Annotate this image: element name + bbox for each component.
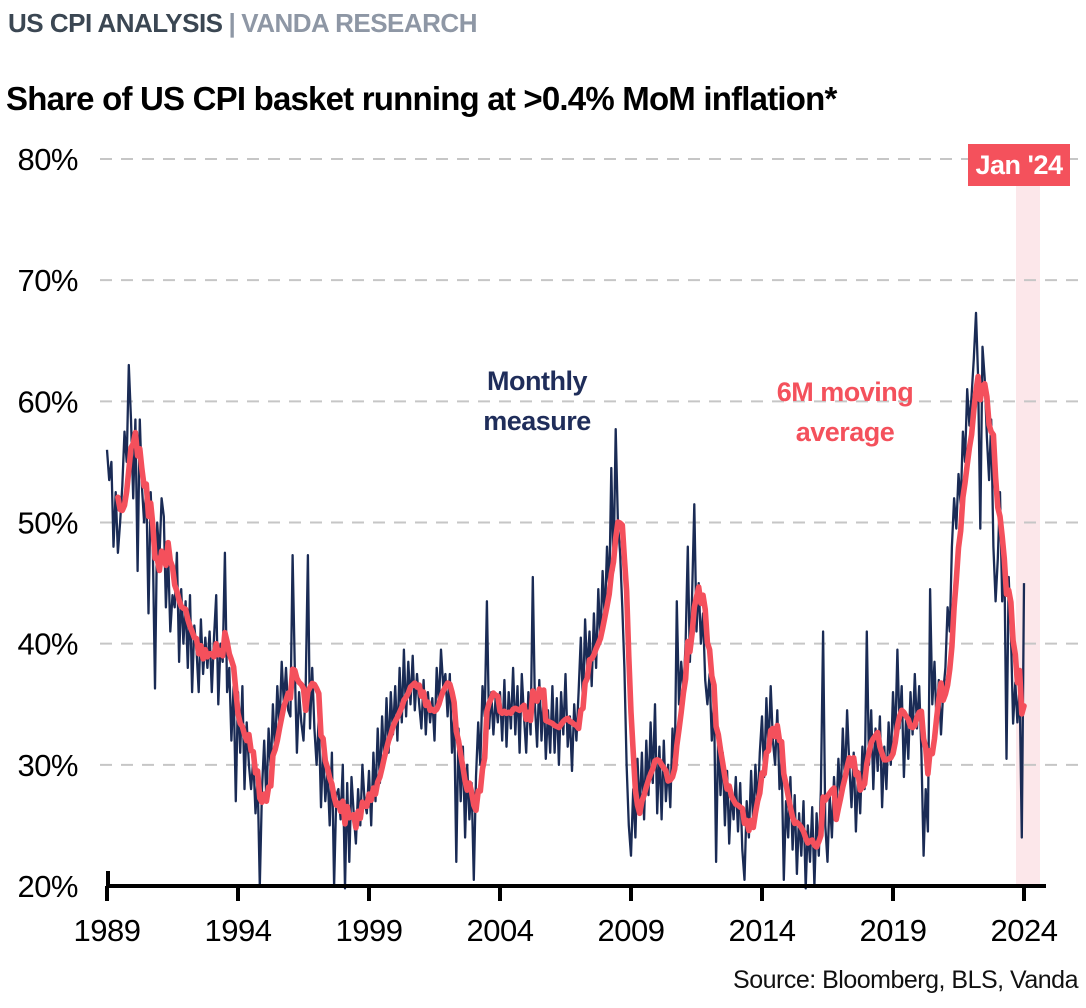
y-tick-label-50: 50%: [17, 506, 78, 541]
x-tick-label-2024: 2024: [991, 913, 1058, 948]
moving-average-label: 6M moving average: [725, 372, 965, 452]
monthly-series-label-line2: measure: [483, 406, 591, 436]
x-tick-label-2009: 2009: [598, 913, 665, 948]
x-tick-label-1994: 1994: [205, 913, 272, 948]
monthly-series-label-line1: Monthly: [487, 366, 587, 396]
y-tick-label-20: 20%: [17, 869, 78, 904]
x-tick-label-2004: 2004: [467, 913, 534, 948]
x-tick-label-1989: 1989: [74, 913, 141, 948]
x-tick-label-2014: 2014: [729, 913, 796, 948]
report-header: US CPI ANALYSIS | VANDA RESEARCH: [8, 8, 477, 39]
monthly-series-label: Monthly measure: [447, 361, 627, 441]
jan24-callout: Jan '24: [968, 144, 1070, 186]
y-tick-label-30: 30%: [17, 748, 78, 783]
chart-title: Share of US CPI basket running at >0.4% …: [6, 80, 837, 117]
x-tick-label-2019: 2019: [860, 913, 927, 948]
y-tick-label-80: 80%: [17, 142, 78, 177]
y-tick-label-40: 40%: [17, 627, 78, 662]
y-tick-label-70: 70%: [17, 263, 78, 298]
x-tick-label-1999: 1999: [336, 913, 403, 948]
header-separator: |: [228, 8, 236, 38]
moving-average-label-line2: average: [795, 417, 895, 447]
header-left-text: US CPI ANALYSIS: [8, 8, 223, 38]
source-attribution: Source: Bloomberg, BLS, Vanda: [733, 966, 1078, 994]
moving-average-label-line1: 6M moving: [776, 377, 914, 407]
header-right-text: VANDA RESEARCH: [241, 8, 477, 38]
y-tick-label-60: 60%: [17, 384, 78, 419]
moving-average-line: [115, 373, 1027, 850]
